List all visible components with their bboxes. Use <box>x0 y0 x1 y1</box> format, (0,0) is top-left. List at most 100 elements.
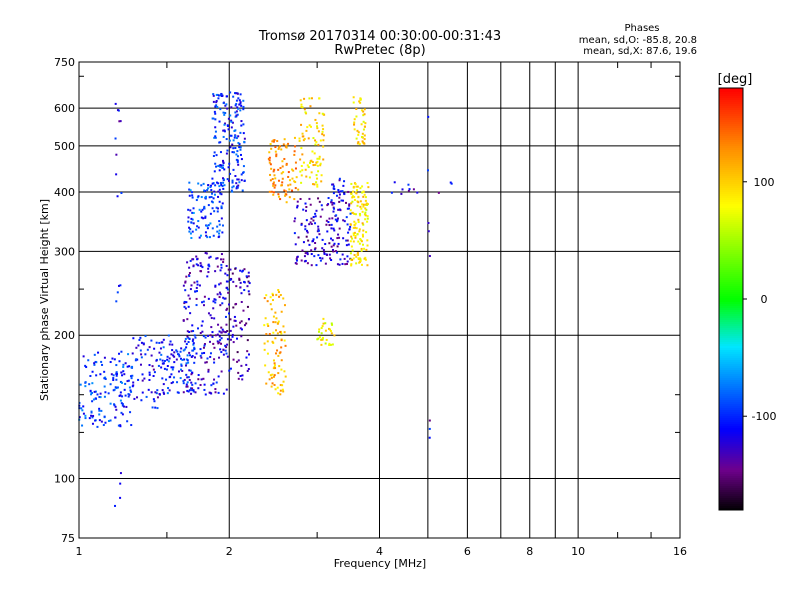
data-point <box>177 391 180 394</box>
data-point <box>317 170 320 173</box>
data-point <box>367 186 370 189</box>
data-point <box>189 312 192 315</box>
data-point <box>116 386 119 389</box>
colorbar-band <box>719 106 743 109</box>
data-point <box>209 352 212 355</box>
data-point <box>186 318 189 321</box>
data-point <box>150 391 153 394</box>
data-point <box>243 268 246 271</box>
stats-x-line: mean, sd,X: 87.6, 19.6 <box>583 46 697 57</box>
data-point <box>226 124 229 127</box>
colorbar-band <box>719 268 743 271</box>
data-point <box>155 359 158 362</box>
data-point <box>303 97 306 100</box>
data-point <box>221 202 224 205</box>
data-point <box>324 322 327 325</box>
data-point <box>343 257 346 260</box>
colorbar-band <box>719 112 743 115</box>
data-point <box>338 179 341 182</box>
data-point <box>91 422 94 425</box>
colorbar-band <box>719 422 743 425</box>
data-point <box>201 320 204 323</box>
data-point <box>237 135 240 138</box>
data-point <box>237 163 240 166</box>
data-point <box>115 378 118 381</box>
data-point <box>221 185 224 188</box>
data-point <box>361 140 364 143</box>
data-point <box>118 120 121 123</box>
data-point <box>313 248 316 251</box>
colorbar-band <box>719 206 743 209</box>
data-point <box>328 344 331 347</box>
data-point <box>118 352 121 355</box>
data-point <box>140 353 143 356</box>
data-point <box>203 189 206 192</box>
data-point <box>96 393 99 396</box>
data-point <box>280 346 283 349</box>
data-point <box>187 336 190 339</box>
data-point <box>218 169 221 172</box>
data-point <box>331 323 334 326</box>
colorbar-band <box>719 296 743 299</box>
data-point <box>230 189 233 192</box>
data-point <box>282 380 285 383</box>
data-point <box>176 381 179 384</box>
colorbar-band <box>719 462 743 465</box>
grid <box>79 62 680 538</box>
data-point <box>201 301 204 304</box>
data-point <box>282 143 285 146</box>
data-point <box>329 328 332 331</box>
data-point <box>204 251 207 254</box>
data-point <box>148 373 151 376</box>
data-point <box>218 229 221 232</box>
colorbar-band <box>719 136 743 139</box>
colorbar-band <box>719 174 743 177</box>
data-point <box>338 236 341 239</box>
data-point <box>416 191 419 194</box>
data-point <box>224 122 227 125</box>
data-point <box>357 141 360 144</box>
data-point <box>283 189 286 192</box>
colorbar-band <box>719 356 743 359</box>
colorbar-band <box>719 474 743 477</box>
data-point <box>301 106 304 109</box>
colorbar-band <box>719 200 743 203</box>
colorbar-band <box>719 242 743 245</box>
data-point <box>198 236 201 239</box>
data-point <box>92 414 95 417</box>
data-point <box>226 338 229 341</box>
colorbar-band <box>719 490 743 493</box>
data-point <box>245 363 248 366</box>
colorbar-band <box>719 328 743 331</box>
data-point <box>221 224 224 227</box>
data-point <box>206 275 209 278</box>
data-point <box>238 277 241 280</box>
data-point <box>173 361 176 364</box>
data-point <box>359 238 362 241</box>
data-point <box>152 398 155 401</box>
data-point <box>214 334 217 337</box>
data-point <box>190 373 193 376</box>
data-point <box>207 312 210 315</box>
data-point <box>333 242 336 245</box>
data-point <box>234 92 237 95</box>
data-point <box>162 383 165 386</box>
data-point <box>362 235 365 238</box>
data-point <box>329 343 332 346</box>
data-point <box>353 123 356 126</box>
data-point <box>156 389 159 392</box>
data-point <box>225 138 228 141</box>
data-point <box>226 330 229 333</box>
data-point <box>98 419 101 422</box>
data-point <box>346 255 349 258</box>
data-point <box>200 184 203 187</box>
colorbar-band <box>719 338 743 341</box>
colorbar-band <box>719 142 743 145</box>
data-point <box>155 341 158 344</box>
data-point <box>209 186 212 189</box>
data-point <box>191 387 194 390</box>
data-point <box>212 94 215 97</box>
data-point <box>247 353 250 356</box>
data-point <box>243 324 246 327</box>
x-tick-label: 16 <box>673 545 687 558</box>
